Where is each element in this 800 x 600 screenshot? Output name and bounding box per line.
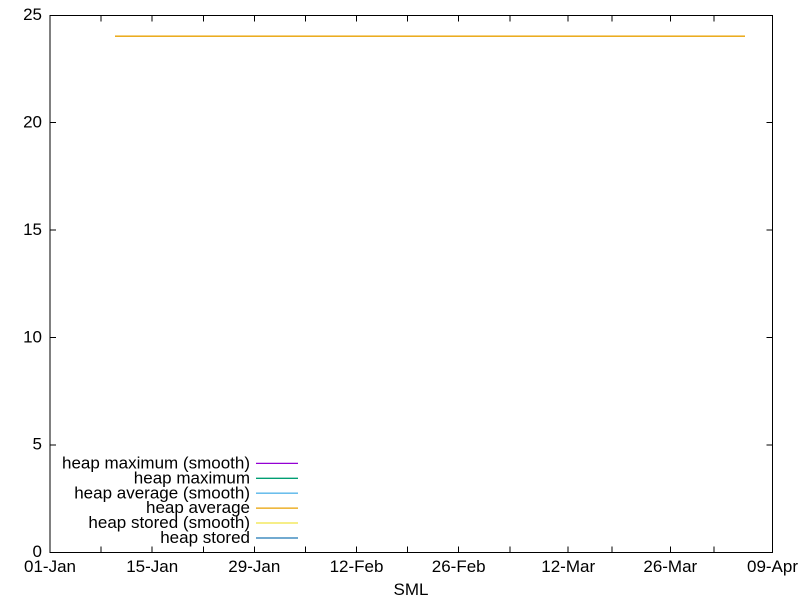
- svg-text:26-Feb: 26-Feb: [432, 557, 486, 576]
- svg-text:01-Jan: 01-Jan: [24, 557, 76, 576]
- svg-text:09-Apr: 09-Apr: [747, 557, 798, 576]
- svg-text:12-Mar: 12-Mar: [541, 557, 595, 576]
- svg-text:10: 10: [23, 327, 42, 346]
- svg-text:heap stored: heap stored: [160, 528, 250, 547]
- svg-text:15-Jan: 15-Jan: [126, 557, 178, 576]
- svg-text:SML: SML: [394, 580, 429, 599]
- svg-text:20: 20: [23, 113, 42, 132]
- svg-text:29-Jan: 29-Jan: [228, 557, 280, 576]
- svg-text:26-Mar: 26-Mar: [643, 557, 697, 576]
- svg-text:12-Feb: 12-Feb: [330, 557, 384, 576]
- svg-text:15: 15: [23, 220, 42, 239]
- svg-text:5: 5: [33, 435, 42, 454]
- svg-text:25: 25: [23, 5, 42, 24]
